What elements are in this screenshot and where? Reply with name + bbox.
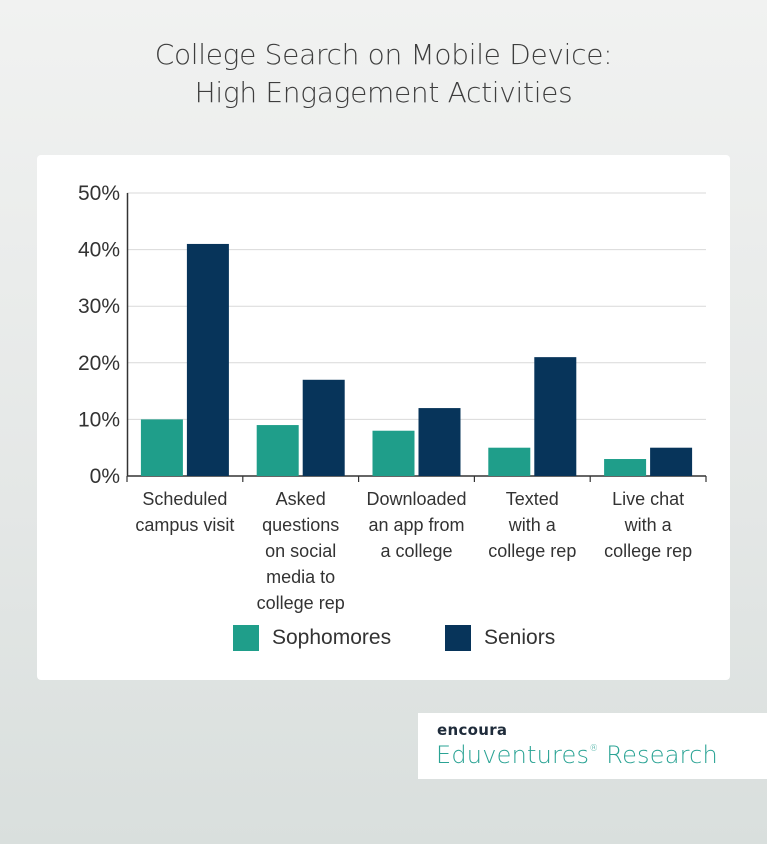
x-tick-label: Asked questions on social media to college r… (239, 486, 363, 616)
y-tick-label: 50% (78, 182, 120, 205)
x-tick-label-line: a college (380, 541, 453, 561)
legend-item-seniors: Seniors (445, 625, 555, 651)
brand-eduventures-text: Eduventures (436, 741, 590, 769)
x-tick-label-line: college rep (256, 593, 345, 613)
x-tick-label-line: Scheduled (142, 489, 228, 509)
x-tick-label-line: Texted (505, 489, 559, 509)
legend: Sophomores Seniors (37, 625, 730, 659)
x-tick-label: Scheduled campus visit (123, 486, 247, 538)
x-tick-label: Downloaded an app from a college (355, 486, 479, 564)
bar-seniors (650, 447, 693, 476)
bar-seniors (534, 357, 577, 476)
x-tick-label-line: Asked (275, 489, 326, 509)
brand-logo: encoura Eduventures® Research (418, 713, 767, 779)
legend-swatch (445, 625, 471, 651)
title-line-1: College Search on Mobile Device: (154, 38, 613, 71)
x-tick-label-line: college rep (488, 541, 577, 561)
x-tick-label-line: media to (266, 567, 336, 587)
y-tick-label: 30% (78, 295, 120, 318)
bar-sophomores (604, 459, 647, 476)
bar-seniors (302, 379, 345, 476)
bar-seniors (186, 243, 229, 476)
x-tick-label: Live chat with a college rep (586, 486, 710, 564)
x-tick-label-line: with a (508, 515, 556, 535)
bar-sophomores (372, 430, 415, 476)
x-tick-label-line: college rep (604, 541, 693, 561)
bar-seniors (418, 408, 461, 476)
title-line-2: High Engagement Activities (194, 76, 573, 109)
y-tick-label: 40% (78, 239, 120, 262)
x-tick-label-line: campus visit (135, 515, 235, 535)
bar-sophomores (256, 425, 299, 476)
bar-sophomores (140, 419, 183, 476)
x-tick-label: Texted with a college rep (470, 486, 594, 564)
chart-title: College Search on Mobile Device: High En… (0, 36, 767, 112)
bar-chart: 0% 10% 20% 30% 40% 50% (78, 182, 707, 488)
x-tick-label-line: Downloaded (366, 489, 467, 509)
brand-name-encoura: encoura (437, 721, 508, 739)
brand-registered-mark: ® (589, 744, 599, 754)
legend-label: Sophomores (272, 626, 392, 649)
brand-research-text: Research (598, 741, 718, 769)
x-tick-label-line: on social (265, 541, 337, 561)
x-tick-label-line: Live chat (612, 489, 685, 509)
y-tick-label: 10% (78, 408, 120, 431)
legend-label: Seniors (484, 626, 556, 649)
legend-swatch (233, 625, 259, 651)
brand-name-eduventures: Eduventures® Research (436, 741, 718, 769)
bar-sophomores (488, 447, 531, 476)
chart-card: 0% 10% 20% 30% 40% 50% Scheduled campus visit A… (37, 155, 730, 680)
y-tick-label: 0% (90, 465, 120, 488)
legend-item-sophomores: Sophomores (233, 625, 391, 651)
x-tick-label-line: questions (262, 515, 340, 535)
x-tick-label-line: an app from (368, 515, 465, 535)
y-tick-label: 20% (78, 352, 120, 375)
x-tick-label-line: with a (624, 515, 672, 535)
